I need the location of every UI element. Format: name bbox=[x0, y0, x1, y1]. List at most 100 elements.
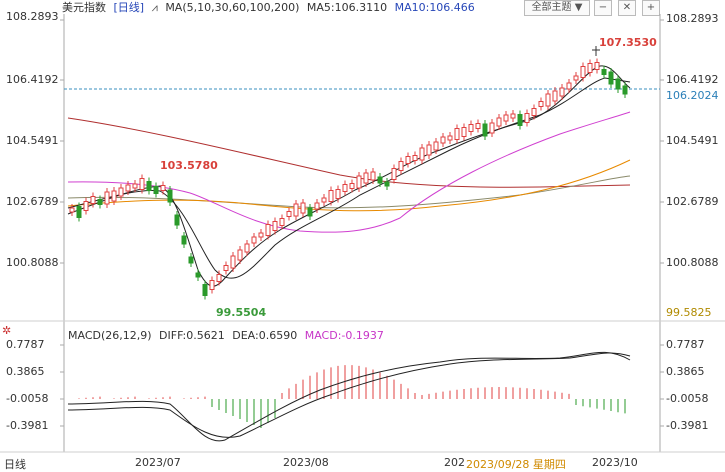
ma200-line bbox=[67, 117, 631, 188]
time-label: 202 bbox=[444, 456, 465, 469]
candle-body bbox=[104, 191, 110, 205]
candle-body bbox=[188, 256, 194, 264]
price-tick-right: 106.4192 bbox=[666, 73, 719, 86]
ma100-line bbox=[67, 175, 631, 209]
macd-histogram bbox=[78, 365, 626, 428]
macd-value: MACD:-0.1937 bbox=[304, 329, 384, 342]
candle-body bbox=[83, 201, 89, 211]
macd-tick-left: 0.7787 bbox=[6, 338, 45, 351]
candle-body bbox=[230, 255, 236, 269]
candle-body bbox=[580, 66, 586, 78]
macd-diff: DIFF:0.5621 bbox=[159, 329, 225, 342]
candle-body bbox=[167, 189, 173, 203]
candle-body bbox=[342, 184, 348, 192]
candle-body bbox=[531, 108, 537, 116]
candle-body bbox=[475, 123, 481, 129]
macd-diff-line bbox=[67, 351, 631, 442]
ma-params: MA(5,10,30,60,100,200) bbox=[165, 1, 300, 14]
minus-icon[interactable]: − bbox=[594, 0, 612, 16]
candle-body bbox=[608, 71, 614, 85]
close-icon[interactable]: ✕ bbox=[618, 0, 636, 16]
candle-body bbox=[622, 85, 628, 95]
candle-body bbox=[559, 87, 565, 97]
period-tag[interactable]: [日线] bbox=[113, 1, 145, 14]
candle-body bbox=[76, 206, 82, 218]
period-button[interactable]: 日线 bbox=[4, 458, 26, 471]
macd-tick-right: 0.3865 bbox=[666, 365, 705, 378]
candle-body bbox=[405, 156, 411, 164]
ma10-line bbox=[67, 77, 631, 279]
candle-body bbox=[279, 218, 285, 226]
ma-indicator-icon: ⩘ bbox=[151, 1, 158, 14]
low-price-tag: 99.5825 bbox=[666, 306, 712, 319]
candle-body bbox=[461, 127, 467, 137]
candle-body bbox=[139, 178, 145, 190]
candle-body bbox=[363, 172, 369, 184]
candle-body bbox=[132, 183, 138, 189]
candlesticks bbox=[69, 58, 628, 300]
candle-body bbox=[349, 183, 355, 189]
macd-tick-right: -0.3981 bbox=[666, 419, 709, 432]
candle-body bbox=[181, 235, 187, 245]
macd-tick-right: -0.0058 bbox=[666, 392, 709, 405]
price-tick-left: 108.2893 bbox=[6, 10, 59, 23]
candle-body bbox=[258, 232, 264, 238]
candle-body bbox=[335, 189, 341, 199]
candle-body bbox=[293, 203, 299, 217]
candle-body bbox=[377, 176, 383, 184]
candle-body bbox=[356, 175, 362, 189]
candle-body bbox=[545, 93, 551, 107]
plus-icon[interactable]: + bbox=[642, 0, 660, 16]
candle-body bbox=[447, 135, 453, 141]
macd-tick-right: 0.7787 bbox=[666, 338, 705, 351]
price-tick-left: 104.5491 bbox=[6, 134, 59, 147]
candle-body bbox=[69, 207, 75, 213]
annotation-high-july: 103.5780 bbox=[160, 159, 218, 172]
macd-title: MACD(26,12,9) bbox=[68, 329, 152, 342]
time-label: 2023/07 bbox=[135, 456, 181, 469]
candle-body bbox=[601, 69, 607, 75]
candle-body bbox=[314, 202, 320, 210]
candle-body bbox=[90, 196, 96, 204]
theme-dropdown[interactable]: 全部主题 ▼ bbox=[524, 0, 590, 16]
candle-body bbox=[370, 171, 376, 181]
instrument-name: 美元指数 bbox=[62, 1, 106, 14]
candle-body bbox=[125, 184, 131, 192]
annotation-high-main: 107.3530 bbox=[599, 36, 657, 49]
candle-body bbox=[118, 187, 124, 197]
candle-body bbox=[419, 147, 425, 161]
candle-body bbox=[503, 114, 509, 122]
candle-body bbox=[307, 207, 313, 217]
settings-icon[interactable]: ✲ bbox=[2, 324, 12, 337]
candle-body bbox=[566, 82, 572, 90]
time-label: 2023/10 bbox=[592, 456, 638, 469]
candle-body bbox=[517, 114, 523, 126]
candle-body bbox=[426, 144, 432, 156]
price-tick-right: 108.2893 bbox=[666, 12, 719, 25]
candle-body bbox=[272, 221, 278, 231]
candle-body bbox=[489, 122, 495, 134]
candle-body bbox=[454, 128, 460, 140]
candle-body bbox=[153, 186, 159, 194]
candle-body bbox=[209, 280, 215, 290]
candle-body bbox=[111, 190, 117, 202]
ma5-value: MA5:106.3110 bbox=[306, 1, 388, 14]
candle-body bbox=[524, 113, 530, 123]
candle-body bbox=[433, 141, 439, 151]
ma60-line bbox=[67, 159, 631, 212]
candle-body bbox=[160, 185, 166, 191]
price-tick-right: 102.6789 bbox=[666, 195, 719, 208]
candle-body bbox=[286, 211, 292, 217]
candle-body bbox=[174, 214, 180, 226]
ma10-value: MA10:106.466 bbox=[394, 1, 475, 14]
price-tick-right: 100.8088 bbox=[666, 256, 719, 269]
candle-body bbox=[391, 168, 397, 180]
candle-body bbox=[97, 199, 103, 205]
price-tick-left: 106.4192 bbox=[6, 73, 59, 86]
candle-body bbox=[468, 124, 474, 132]
ma30-line bbox=[67, 111, 631, 233]
candle-body bbox=[482, 123, 488, 137]
candle-body bbox=[202, 284, 208, 296]
crosshair-date-label: 2023/09/28 星期四 bbox=[466, 458, 566, 471]
